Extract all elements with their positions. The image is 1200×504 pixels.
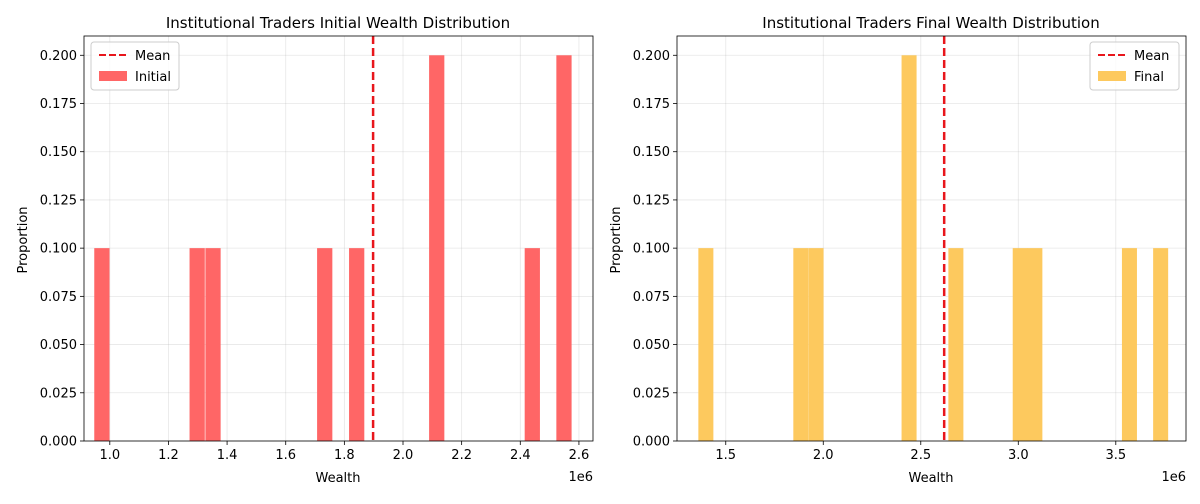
plot-frame: [83, 35, 594, 442]
bars: [94, 55, 572, 442]
y-tick-label: 0.175: [40, 97, 77, 112]
histogram-bar: [189, 248, 205, 441]
y-tick-label: 0.000: [633, 435, 670, 450]
y-tick-label: 0.100: [633, 242, 670, 257]
histogram-bar: [1027, 248, 1043, 441]
x-ticks: 1.5 2.0 2.5 3.0 3.5: [715, 441, 1126, 463]
x-tick-label: 1.6: [275, 448, 296, 463]
histogram-bar: [1121, 248, 1137, 441]
x-offset-label: 1e6: [568, 470, 593, 485]
y-tick-label: 0.150: [40, 145, 77, 160]
plot-frame: [676, 35, 1187, 442]
x-tick-label: 1.5: [715, 448, 736, 463]
x-tick-label: 3.0: [1008, 448, 1029, 463]
histogram-bar: [524, 248, 540, 441]
legend-mean-label: Mean: [135, 49, 170, 64]
x-tick-label: 2.0: [813, 448, 834, 463]
x-tick-label: 2.0: [393, 448, 414, 463]
x-tick-label: 1.0: [99, 448, 120, 463]
histogram-bar: [808, 248, 824, 441]
grid: [84, 36, 593, 442]
histogram-bar: [94, 248, 110, 441]
histogram-bar: [948, 248, 964, 441]
y-tick-label: 0.050: [40, 338, 77, 353]
y-axis-label: Proportion: [16, 206, 31, 273]
legend-mean-label: Mean: [1134, 49, 1169, 64]
x-tick-label: 1.8: [334, 448, 355, 463]
histogram-bar: [317, 248, 333, 441]
y-tick-label: 0.075: [633, 290, 670, 305]
y-ticks: 0.000 0.025 0.050 0.075 0.100 0.125 0.150 0.175…: [40, 49, 84, 450]
histogram-bar: [429, 55, 445, 442]
x-tick-label: 1.4: [217, 448, 238, 463]
y-tick-label: 0.100: [40, 242, 77, 257]
histogram-bar: [901, 55, 917, 442]
y-tick-label: 0.125: [633, 193, 670, 208]
x-tick-label: 3.5: [1105, 448, 1126, 463]
y-tick-label: 0.175: [633, 97, 670, 112]
x-tick-label: 2.4: [510, 448, 531, 463]
y-tick-label: 0.050: [633, 338, 670, 353]
chart-title: Institutional Traders Final Wealth Distr…: [762, 14, 1099, 32]
y-tick-label: 0.200: [40, 49, 77, 64]
grid: [677, 36, 1186, 442]
histogram-bar: [556, 55, 572, 442]
y-ticks: 0.000 0.025 0.050 0.075 0.100 0.125 0.150 0.175…: [633, 49, 677, 450]
y-tick-label: 0.025: [40, 386, 77, 401]
initial-wealth-chart: Institutional Traders Initial Wealth Dis…: [16, 14, 594, 486]
legend: Mean Initial: [90, 41, 180, 91]
x-tick-label: 2.5: [910, 448, 931, 463]
y-axis-label: Proportion: [609, 206, 624, 273]
x-tick-label: 2.2: [451, 448, 472, 463]
y-tick-label: 0.025: [633, 386, 670, 401]
y-tick-label: 0.125: [40, 193, 77, 208]
y-tick-label: 0.200: [633, 49, 670, 64]
histogram-bar: [349, 248, 365, 441]
final-wealth-chart: Institutional Traders Final Wealth Distr…: [609, 14, 1187, 486]
y-tick-label: 0.150: [633, 145, 670, 160]
x-ticks: 1.0 1.2 1.4 1.6 1.8 2.0 2.2 2.4 2.6: [99, 441, 589, 463]
y-tick-label: 0.000: [40, 435, 77, 450]
x-axis-label: Wealth: [908, 471, 953, 486]
legend-series-label: Initial: [135, 70, 171, 85]
histogram-bar: [205, 248, 221, 441]
x-tick-label: 2.6: [569, 448, 590, 463]
histogram-bar: [698, 248, 714, 441]
chart-title: Institutional Traders Initial Wealth Dis…: [166, 14, 510, 32]
x-axis-label: Wealth: [315, 471, 360, 486]
histogram-bar: [1012, 248, 1028, 441]
y-tick-label: 0.075: [40, 290, 77, 305]
histogram-bar: [1153, 248, 1169, 441]
bars: [698, 55, 1169, 442]
legend-series-swatch: [1098, 71, 1126, 81]
legend-series-label: Final: [1134, 70, 1164, 85]
histogram-bar: [793, 248, 809, 441]
legend-series-swatch: [99, 71, 127, 81]
x-tick-label: 1.2: [158, 448, 179, 463]
legend: Mean Final: [1089, 41, 1180, 91]
x-offset-label: 1e6: [1161, 470, 1186, 485]
